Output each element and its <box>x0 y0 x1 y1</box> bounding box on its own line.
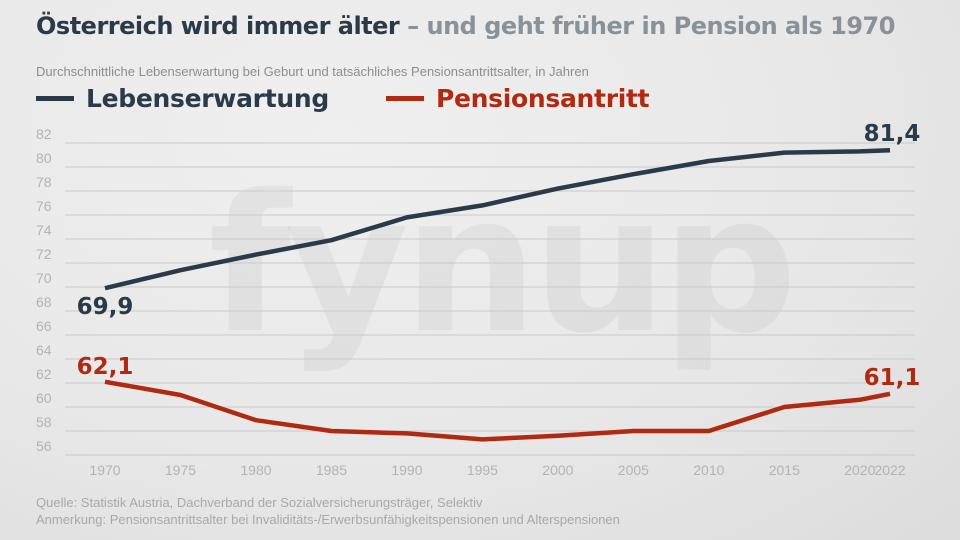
y-tick-label: 70 <box>36 270 52 286</box>
data-label-end: 61,1 <box>864 365 921 391</box>
y-tick-label: 78 <box>36 174 52 190</box>
data-label-end: 81,4 <box>864 121 921 147</box>
watermark-logo: fynup <box>208 154 791 375</box>
x-axis-ticks: 1970 1975 1980 1985 1990 1995 2000 2005 2010 2015… <box>89 462 905 478</box>
series-lines <box>104 147 891 442</box>
x-tick-label: 1980 <box>240 462 271 478</box>
series-line-lebenserwartung <box>104 147 891 291</box>
x-tick-label: 2020 <box>844 462 875 478</box>
legend-item-pensionsantritt: Pensionsantritt <box>386 84 650 113</box>
x-tick-label: 1985 <box>316 462 347 478</box>
legend-swatch-lebenserwartung <box>36 96 74 101</box>
y-tick-label: 64 <box>36 342 52 358</box>
x-tick-label: 2000 <box>542 462 573 478</box>
x-tick-label: 2005 <box>618 462 649 478</box>
legend-label-lebenserwartung: Lebenserwartung <box>86 84 329 113</box>
y-tick-label: 60 <box>36 390 52 406</box>
legend-label-pensionsantritt: Pensionsantritt <box>436 84 650 113</box>
title-sub: – und geht früher in Pension als 1970 <box>399 12 895 40</box>
data-label-start: 69,9 <box>77 294 134 320</box>
data-label-start: 62,1 <box>77 354 134 380</box>
x-tick-label: 1995 <box>467 462 498 478</box>
x-tick-label: 1990 <box>391 462 422 478</box>
y-tick-label: 66 <box>36 318 52 334</box>
data-labels: 69,9 81,4 62,1 61,1 <box>77 121 921 391</box>
annotation-note: Anmerkung: Pensionsantrittsalter bei Inv… <box>36 512 620 527</box>
x-tick-label: 1975 <box>165 462 196 478</box>
title-main: Österreich wird immer älter <box>36 12 400 40</box>
y-axis-ticks: 82 80 78 76 74 72 70 68 66 64 62 60 58 56 <box>36 126 52 454</box>
y-tick-label: 62 <box>36 366 52 382</box>
chart-title: Österreich wird immer älter – und geht f… <box>36 12 895 40</box>
y-tick-label: 72 <box>36 246 52 262</box>
chart-subtitle: Durchschnittliche Lebenserwartung bei Ge… <box>36 64 589 79</box>
legend: Lebenserwartung Pensionsantritt <box>36 84 936 120</box>
source-note: Quelle: Statistik Austria, Dachverband d… <box>36 495 483 510</box>
legend-swatch-pensionsantritt <box>386 96 424 101</box>
y-tick-label: 76 <box>36 198 52 214</box>
y-tick-label: 80 <box>36 150 52 166</box>
y-tick-label: 56 <box>36 438 52 454</box>
y-tick-label: 58 <box>36 414 52 430</box>
legend-item-lebenserwartung: Lebenserwartung <box>36 84 329 113</box>
footer: Quelle: Statistik Austria, Dachverband d… <box>36 494 620 528</box>
y-tick-label: 82 <box>36 126 52 142</box>
y-tick-label: 68 <box>36 294 52 310</box>
x-tick-label: 2022 <box>874 462 905 478</box>
y-tick-label: 74 <box>36 222 52 238</box>
x-tick-label: 2010 <box>693 462 724 478</box>
x-tick-label: 2015 <box>769 462 800 478</box>
x-tick-label: 1970 <box>89 462 120 478</box>
series-line-pensionsantritt <box>104 379 891 442</box>
